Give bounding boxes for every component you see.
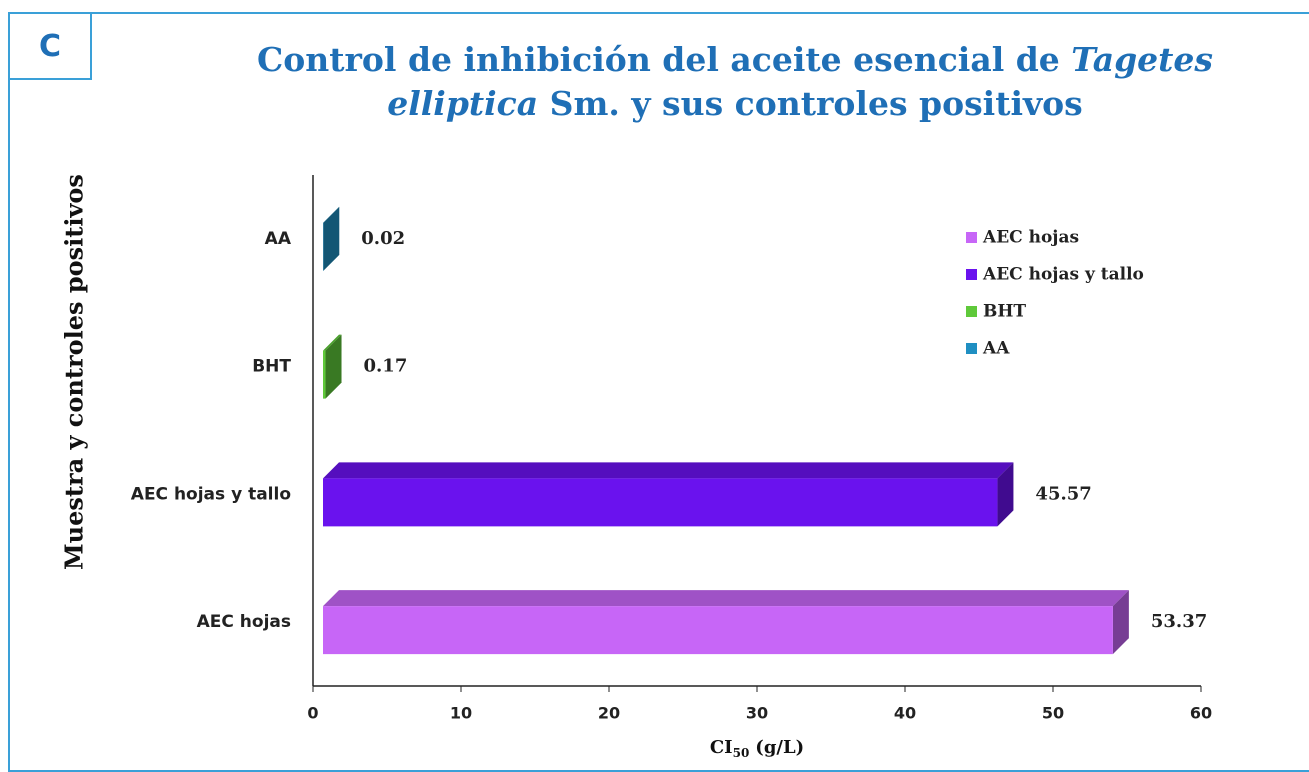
- y-tick-label: AEC hojas: [197, 612, 291, 632]
- x-tick-label: 20: [598, 704, 620, 723]
- bar-top: [323, 590, 1129, 606]
- legend-swatch: [966, 269, 977, 280]
- y-tick-label: AA: [265, 229, 292, 249]
- bar-side: [323, 207, 339, 271]
- x-label-part: CI: [710, 737, 733, 758]
- bar-side: [326, 335, 342, 399]
- x-tick-label: 10: [450, 704, 472, 723]
- legend-swatch: [966, 306, 977, 317]
- legend-label: BHT: [983, 302, 1026, 322]
- y-tick-label: BHT: [252, 357, 291, 377]
- x-tick-label: 50: [1042, 704, 1064, 723]
- x-tick-label: 30: [746, 704, 768, 723]
- bar: [323, 606, 1113, 654]
- bar: [323, 351, 326, 399]
- legend-label: AEC hojas: [982, 228, 1079, 248]
- bar-top: [323, 462, 1013, 478]
- legend-label: AA: [982, 339, 1010, 359]
- x-label-part: (g/L): [755, 737, 804, 758]
- value-label: 0.02: [361, 228, 405, 249]
- x-label-part: 50: [733, 746, 750, 759]
- x-tick-label: 60: [1190, 704, 1212, 723]
- bar: [323, 478, 997, 526]
- x-tick-label: 40: [894, 704, 916, 723]
- y-axis-label: Muestra y controles positivos: [60, 174, 89, 570]
- legend-swatch: [966, 232, 977, 243]
- legend-label: AEC hojas y tallo: [982, 265, 1144, 285]
- legend-swatch: [966, 343, 977, 354]
- x-axis-label: CI50 (g/L): [710, 737, 804, 758]
- y-tick-label: AEC hojas y tallo: [131, 484, 291, 504]
- value-label: 45.57: [1035, 483, 1091, 504]
- value-label: 0.17: [364, 356, 408, 377]
- x-tick-label: 0: [307, 704, 318, 723]
- value-label: 53.37: [1151, 611, 1207, 632]
